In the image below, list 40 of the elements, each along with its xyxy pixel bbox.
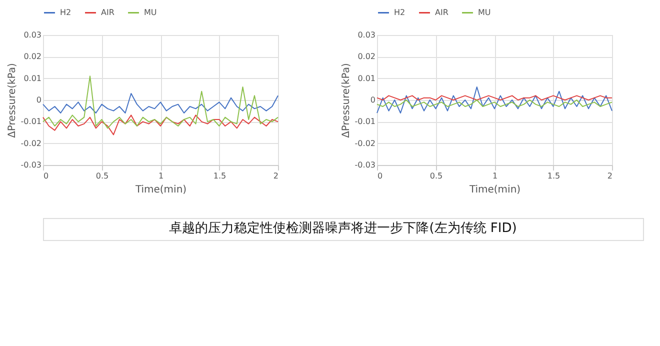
y-tick-label: -0.03 <box>354 160 376 170</box>
x-tick-label: 2 <box>273 172 278 180</box>
y-tick-label: 0.02 <box>358 52 376 62</box>
y-tick-label: 0.03 <box>24 30 42 40</box>
y-tick-label: 0.01 <box>24 74 42 83</box>
legend-label: AIR <box>101 8 115 17</box>
y-tick-label: 0 <box>370 96 376 104</box>
y-tick-label: -0.03 <box>20 160 42 170</box>
y-axis-title: ΔPressure(kPa) <box>340 62 352 138</box>
legend-label: H2 <box>60 8 72 17</box>
x-tick-label: 1 <box>158 172 164 180</box>
x-tick-label: 1.5 <box>547 172 560 180</box>
y-axis-title: ΔPressure(kPa) <box>6 62 18 138</box>
line-series <box>42 114 278 136</box>
x-axis-title: Time(min) <box>134 184 187 196</box>
y-tick-label: -0.02 <box>20 138 42 148</box>
x-tick-label: 2 <box>607 172 612 180</box>
x-tick-label: 0 <box>378 172 383 180</box>
x-axis-title: Time(min) <box>468 184 521 196</box>
x-tick-label: 1 <box>492 172 498 180</box>
x-tick-label: 0.5 <box>430 172 443 180</box>
legend-label: MU <box>478 8 491 17</box>
line-series <box>376 86 612 114</box>
y-tick-label: -0.01 <box>20 117 42 126</box>
x-tick-label: 1.5 <box>213 172 226 180</box>
y-tick-label: -0.02 <box>354 138 376 148</box>
y-tick-label: 0.03 <box>358 30 376 40</box>
legend-label: MU <box>144 8 157 17</box>
x-tick-label: 0.5 <box>96 172 109 180</box>
legend-label: AIR <box>435 8 449 17</box>
y-tick-label: 0 <box>36 96 42 104</box>
line-series <box>42 76 278 129</box>
y-tick-label: 0.02 <box>24 52 42 62</box>
legend-label: H2 <box>394 8 406 17</box>
line-series <box>376 100 612 107</box>
text: 卓越的压力稳定性使检测器噪声将进一步下降(左为传统 FID) <box>169 221 517 236</box>
x-tick-label: 0 <box>44 172 49 180</box>
y-tick-label: -0.01 <box>354 117 376 126</box>
line-series <box>42 93 278 114</box>
y-tick-label: 0.01 <box>358 74 376 83</box>
